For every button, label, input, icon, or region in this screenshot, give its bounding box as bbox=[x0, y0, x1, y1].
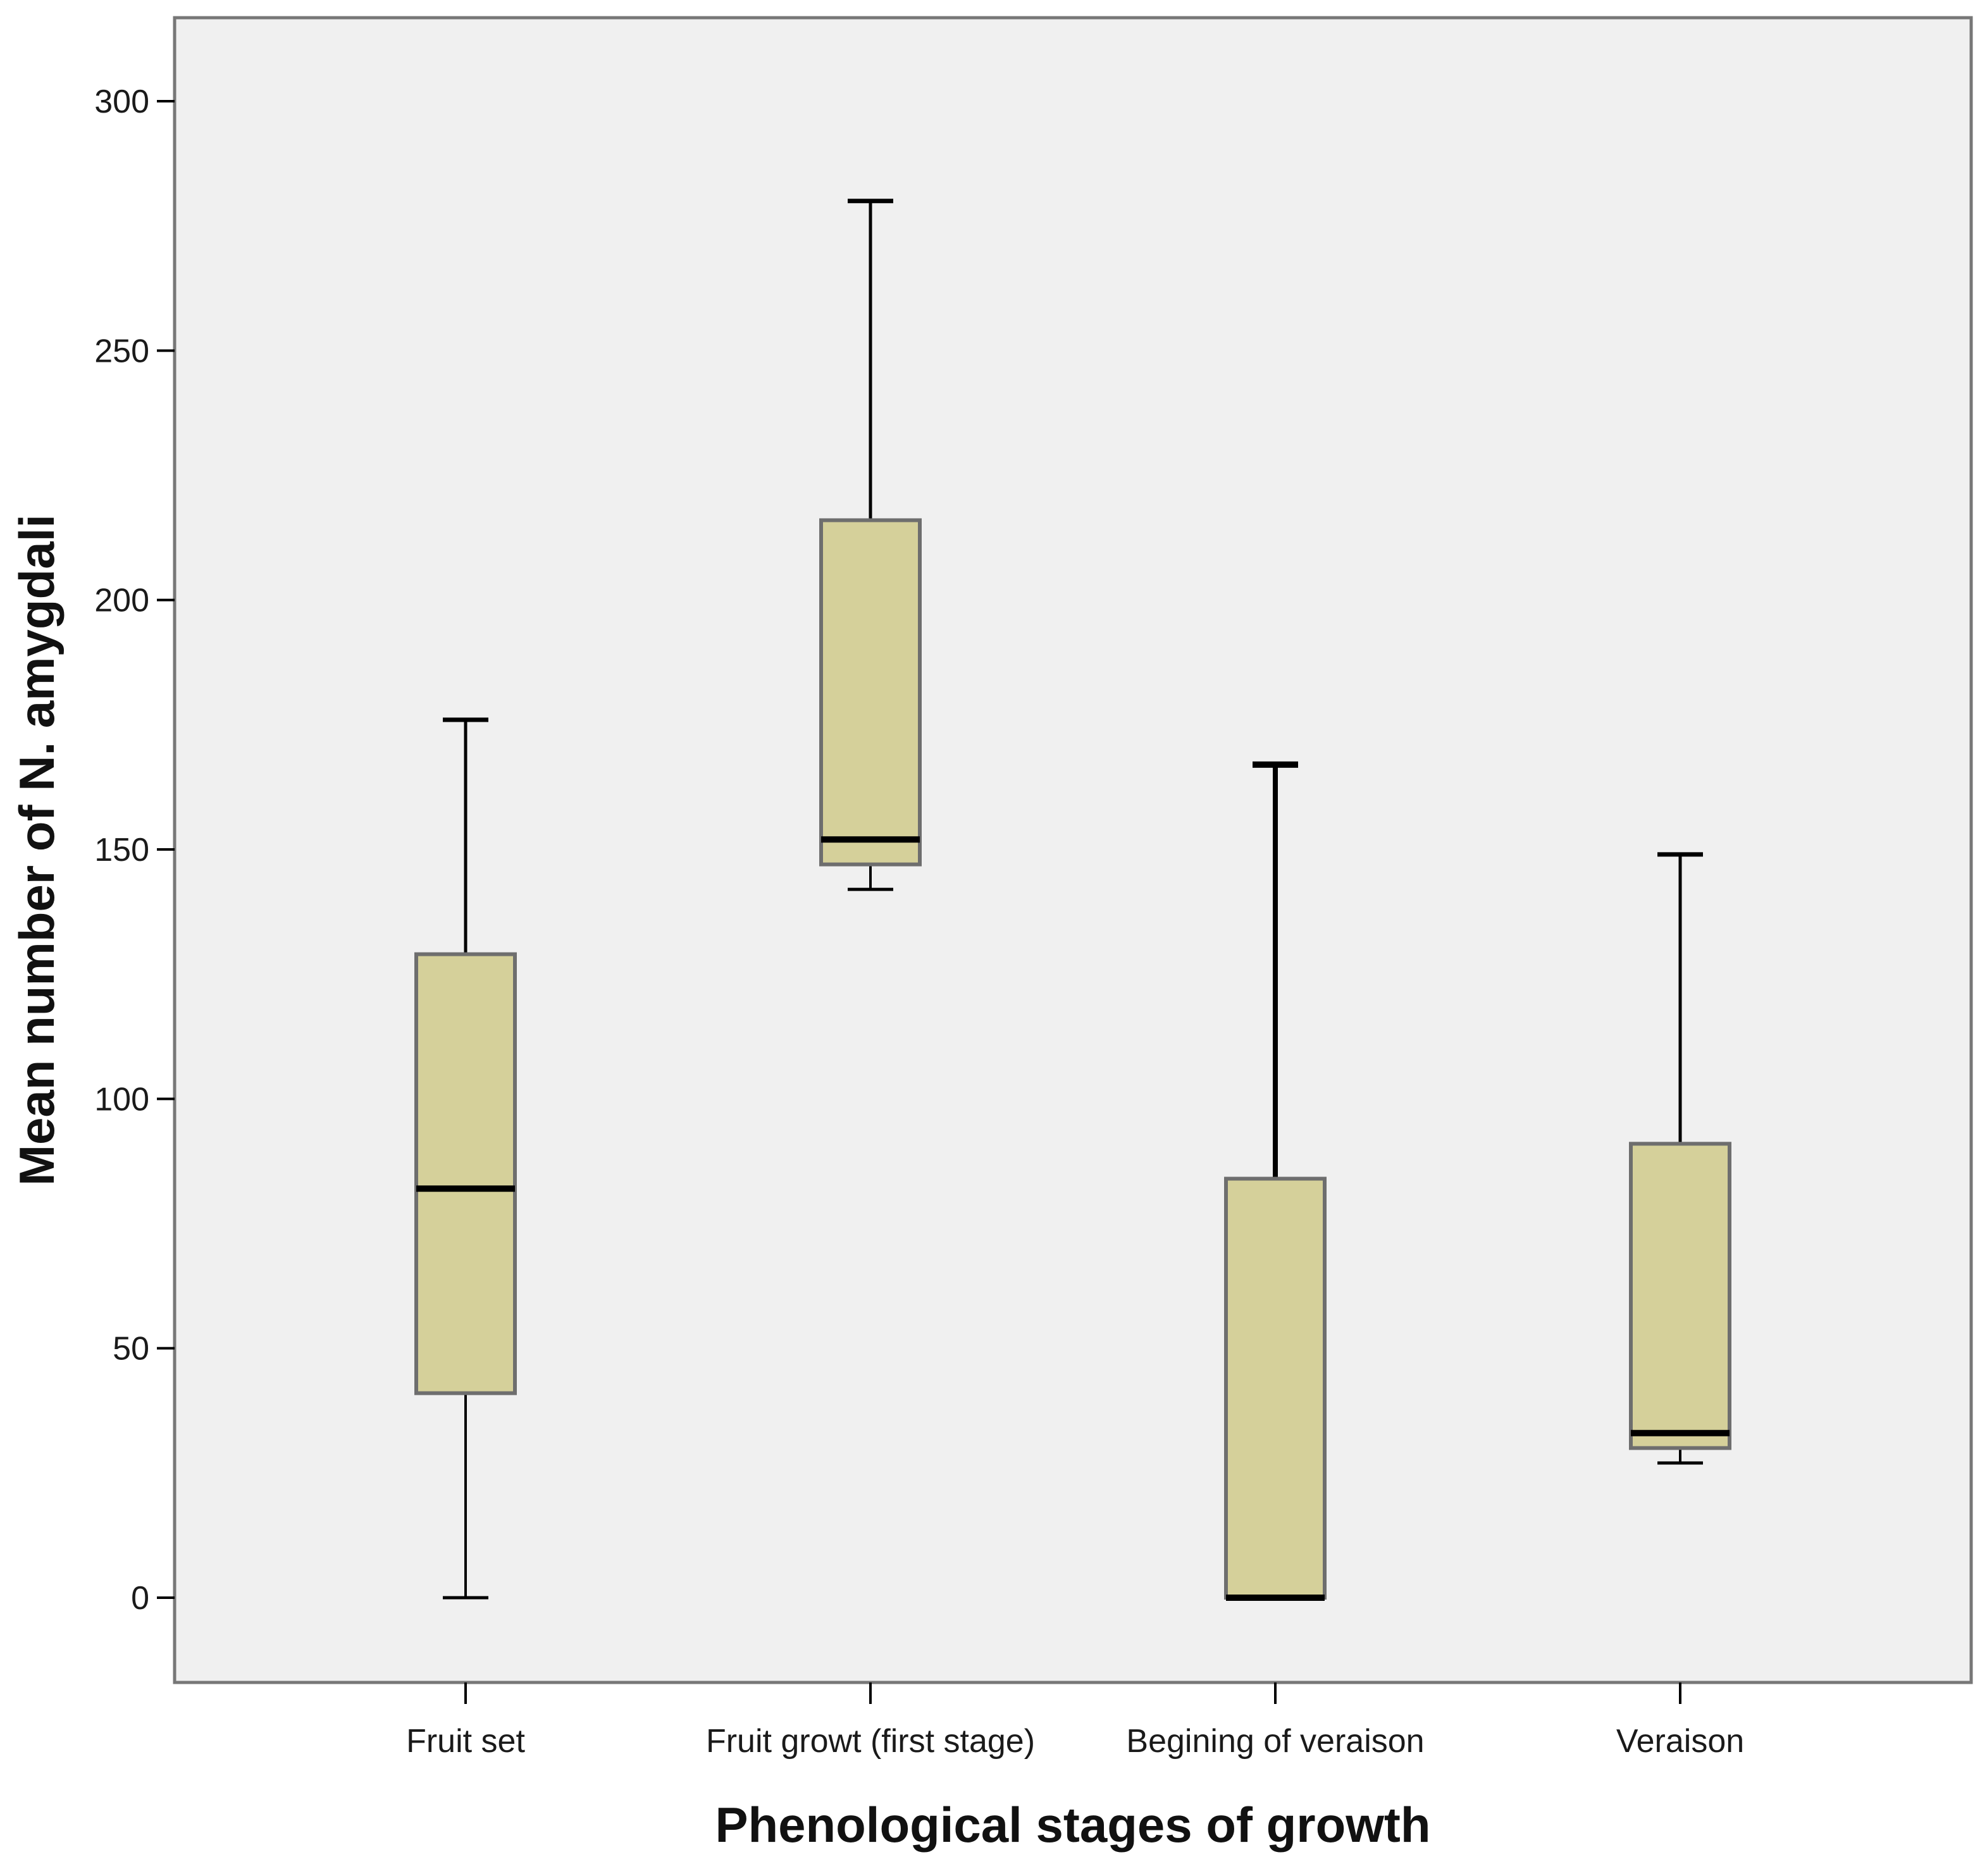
y-tick-label: 100 bbox=[94, 1081, 149, 1118]
y-tick-label: 50 bbox=[113, 1331, 149, 1367]
x-tick-label: Fruit set bbox=[406, 1723, 525, 1760]
y-tick-label: 200 bbox=[94, 583, 149, 619]
x-tick-label: Begining of veraison bbox=[1126, 1723, 1424, 1760]
x-axis-title: Phenological stages of growth bbox=[715, 1797, 1430, 1853]
box-iqr bbox=[819, 518, 922, 867]
box-group bbox=[414, 717, 517, 1600]
box-group bbox=[1224, 761, 1327, 1601]
y-tick-label: 150 bbox=[94, 832, 149, 868]
box-group bbox=[819, 199, 922, 891]
y-tick-label: 300 bbox=[94, 83, 149, 120]
x-axis: Fruit set Fruit growt (first stage) Begini… bbox=[406, 1682, 1744, 1760]
y-axis-title: Mean number of N. amygdali bbox=[9, 514, 65, 1186]
box-iqr bbox=[1629, 1142, 1731, 1450]
box-iqr bbox=[1224, 1176, 1327, 1600]
y-tick-label: 0 bbox=[131, 1580, 149, 1617]
y-tick-label: 250 bbox=[94, 333, 149, 369]
box-series bbox=[414, 199, 1731, 1601]
x-tick-label: Veraison bbox=[1616, 1723, 1744, 1760]
box-group bbox=[1629, 852, 1731, 1465]
x-tick-label: Fruit growt (first stage) bbox=[706, 1723, 1035, 1760]
box-iqr bbox=[414, 952, 517, 1395]
y-axis: 0 50 100 150 200 250 300 bbox=[94, 83, 175, 1617]
